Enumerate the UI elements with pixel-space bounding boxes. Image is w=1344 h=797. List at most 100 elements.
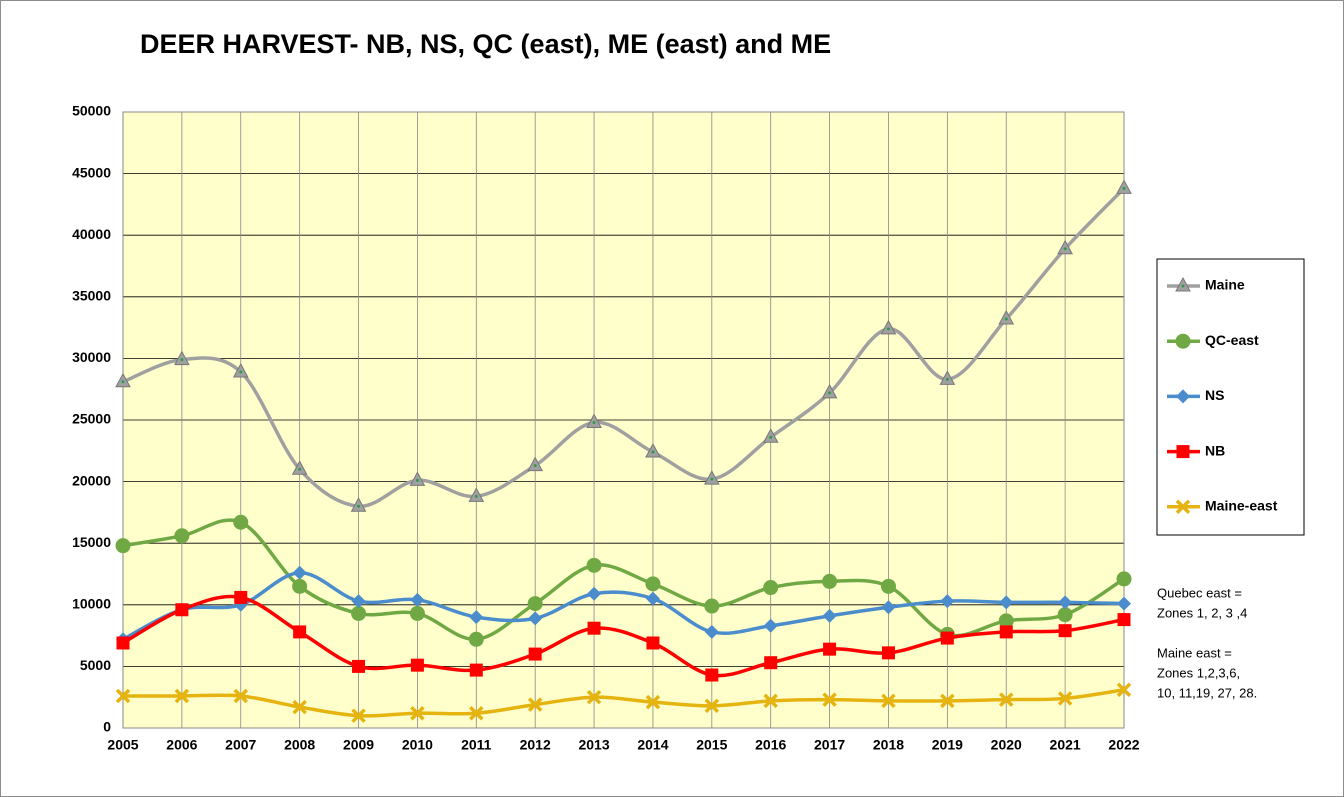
x-tick-label: 2005 <box>107 737 138 753</box>
marker-dot <box>533 464 537 468</box>
marker <box>1058 595 1073 610</box>
marker <box>468 631 484 647</box>
marker <box>999 625 1013 639</box>
marker <box>115 688 131 704</box>
x-tick-label: 2018 <box>873 737 904 753</box>
marker <box>528 611 543 626</box>
marker <box>940 631 954 645</box>
y-tick-label: 40000 <box>72 226 111 242</box>
marker <box>174 350 190 366</box>
x-tick-label: 2016 <box>755 737 786 753</box>
marker <box>291 460 308 475</box>
marker <box>115 538 131 554</box>
marker <box>351 594 366 609</box>
marker <box>469 663 483 677</box>
marker <box>646 636 660 650</box>
marker <box>880 578 896 594</box>
marker <box>821 383 838 399</box>
plot-border <box>122 111 1125 729</box>
marker <box>293 625 307 639</box>
marker-dot <box>828 391 832 395</box>
marker <box>1057 607 1073 623</box>
marker <box>762 428 779 443</box>
marker <box>587 586 602 601</box>
annotation: Zones 1, 2, 3 ,4 <box>1157 605 1247 620</box>
marker <box>998 309 1015 325</box>
marker <box>527 456 544 472</box>
marker-dot <box>1004 317 1008 321</box>
marker <box>1117 613 1131 627</box>
marker <box>350 497 367 512</box>
marker <box>764 656 778 670</box>
marker <box>468 487 485 502</box>
x-tick-label: 2014 <box>637 737 668 753</box>
marker-dot <box>769 435 773 439</box>
marker <box>409 471 426 486</box>
marker <box>292 699 307 715</box>
marker <box>527 697 543 712</box>
marker <box>940 693 955 709</box>
marker <box>704 698 720 714</box>
marker <box>174 688 190 704</box>
marker <box>175 603 189 617</box>
marker <box>234 590 248 604</box>
x-tick-label: 2015 <box>696 737 727 753</box>
marker <box>351 605 367 621</box>
marker <box>232 362 249 378</box>
marker-dot <box>121 380 125 384</box>
marker <box>1116 682 1132 698</box>
x-tick-label: 2017 <box>814 737 845 753</box>
marker <box>351 708 366 723</box>
series-line <box>123 688 1125 718</box>
annotation: Zones 1,2,3,6, <box>1157 665 1240 680</box>
y-tick-label: 5000 <box>80 657 111 673</box>
marker <box>939 370 956 385</box>
marker-dot <box>239 370 243 374</box>
marker-dot <box>357 504 361 508</box>
series-line <box>122 187 1126 508</box>
marker <box>1117 596 1131 611</box>
marker <box>1175 333 1191 349</box>
x-tick-label: 2011 <box>461 737 492 753</box>
x-tick-label: 2007 <box>225 737 256 753</box>
x-tick-label: 2010 <box>402 737 433 753</box>
marker <box>999 595 1014 610</box>
annotation: Maine east = <box>1157 645 1232 660</box>
y-tick-label: 50000 <box>72 103 111 119</box>
marker <box>998 613 1014 629</box>
marker-dot <box>592 420 596 424</box>
marker <box>586 413 602 428</box>
marker <box>292 565 307 580</box>
marker <box>233 688 249 704</box>
y-tick-label: 0 <box>103 719 111 735</box>
marker <box>822 573 838 589</box>
x-tick-label: 2013 <box>578 737 609 753</box>
marker <box>587 621 601 635</box>
marker-dot <box>474 494 478 498</box>
annotation: 10, 11,19, 27, 28. <box>1157 685 1257 700</box>
y-tick-label: 15000 <box>72 534 111 550</box>
legend-label: Maine-east <box>1205 498 1278 514</box>
chart-title: DEER HARVEST- NB, NS, QC (east), ME (eas… <box>140 29 831 59</box>
marker <box>586 689 602 705</box>
marker <box>469 610 484 625</box>
marker <box>410 705 425 721</box>
marker-dot <box>886 327 890 331</box>
marker <box>1057 239 1073 255</box>
marker-dot <box>180 358 184 362</box>
marker <box>999 692 1014 707</box>
y-tick-label: 35000 <box>72 288 111 304</box>
marker <box>763 693 778 709</box>
marker <box>586 557 602 573</box>
marker <box>645 694 661 710</box>
marker <box>704 598 720 614</box>
marker <box>1176 445 1190 459</box>
marker <box>823 642 837 656</box>
y-tick-label: 45000 <box>72 164 111 180</box>
marker <box>528 647 542 661</box>
marker <box>233 514 249 530</box>
x-tick-label: 2020 <box>991 737 1022 753</box>
x-tick-label: 2009 <box>343 737 374 753</box>
marker <box>1058 624 1072 638</box>
